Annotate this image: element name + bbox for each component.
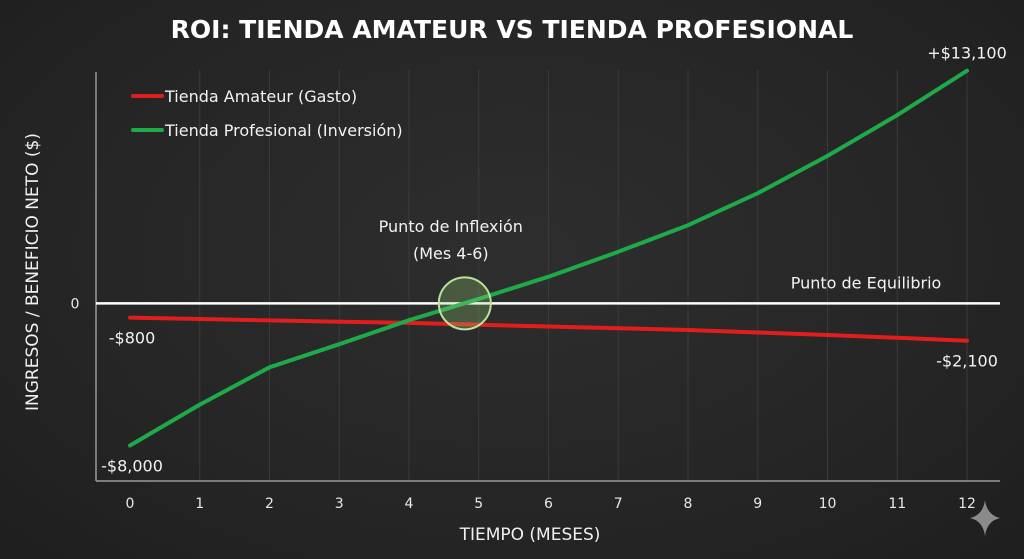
- value-label: -$8,000: [101, 456, 163, 475]
- breakeven-label: Punto de Equilibrio: [791, 273, 942, 292]
- tick-labels: 0 1 2 3 4 5 6 7 8 9 10 11 120: [71, 296, 976, 512]
- x-tick-label: 6: [544, 496, 553, 512]
- value-label: +$13,100: [927, 44, 1007, 63]
- x-axis-label: TIEMPO (MESES): [459, 525, 601, 545]
- y-axis-label: INGRESOS / BENEFICIO NETO ($): [23, 133, 43, 411]
- x-tick-label: 1: [195, 496, 204, 512]
- value-label: -$800: [109, 329, 156, 348]
- inflection-label: Punto de Inflexión: [379, 217, 523, 236]
- inflection-range-label: (Mes 4-6): [413, 244, 489, 263]
- series-line-profesional: [128, 68, 969, 448]
- x-tick-label: 12: [958, 496, 976, 512]
- x-tick-label: 2: [265, 496, 274, 512]
- inflection-highlight-circle: [437, 276, 492, 331]
- value-labels: -$800 -$8,000 +$13,100 -$2,100: [101, 44, 1007, 476]
- series-line-amateur: [128, 315, 969, 343]
- x-tick-label: 0: [126, 496, 135, 512]
- legend-label: Tienda Profesional (Inversión): [164, 121, 403, 140]
- x-tick-label: 5: [474, 496, 483, 512]
- x-tick-label: 3: [335, 496, 344, 512]
- x-tick-label: 8: [684, 496, 693, 512]
- x-tick-label: 11: [888, 496, 906, 512]
- x-tick-label: 10: [819, 496, 837, 512]
- annotations: Punto de Inflexión (Mes 4-6) Punto de Eq…: [379, 217, 942, 331]
- x-tick-label: 9: [753, 496, 762, 512]
- chart-title: ROI: TIENDA AMATEUR VS TIENDA PROFESIONA…: [171, 15, 854, 44]
- legend-label: Tienda Amateur (Gasto): [164, 87, 357, 106]
- legend: Tienda Amateur (Gasto) Tienda Profesional…: [131, 87, 403, 140]
- series-lines: [128, 68, 969, 448]
- x-tick-label: 7: [614, 496, 623, 512]
- x-tick-label: 4: [405, 496, 414, 512]
- axes: [95, 72, 1000, 482]
- value-label: -$2,100: [936, 352, 998, 371]
- y-tick-label: 0: [71, 296, 80, 312]
- sparkle-watermark-icon: [970, 500, 1000, 536]
